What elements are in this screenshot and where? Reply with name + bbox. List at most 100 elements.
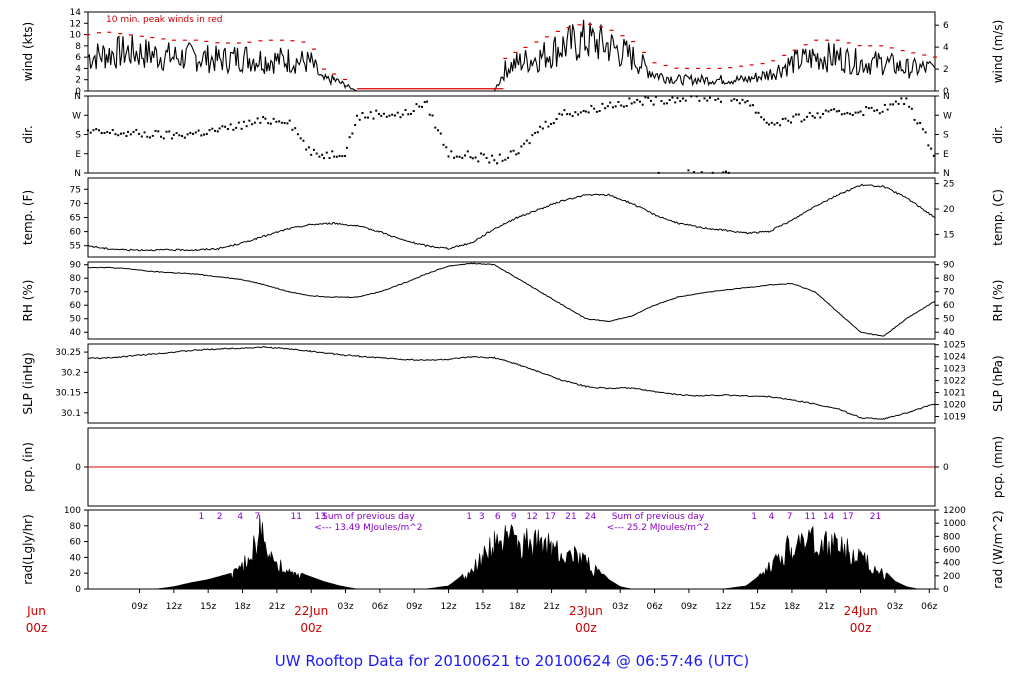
time-tick-label: 15z (475, 602, 491, 612)
wind-direction-point (735, 99, 738, 102)
wind-direction-point (469, 156, 472, 159)
ytick-label-left-rh: 40 (70, 328, 82, 338)
wind-direction-point (275, 120, 278, 123)
ylabel-right-temp: temp. (C) (991, 189, 1005, 246)
wind-direction-point (480, 152, 483, 155)
wind-direction-point (382, 112, 385, 115)
wind-direction-point (541, 127, 544, 130)
wind-direction-point (614, 105, 617, 108)
wind-direction-point (375, 109, 378, 112)
ytick-label-left-rad: 20 (70, 569, 82, 579)
wind-direction-point (857, 111, 860, 114)
wind-direction-point (684, 99, 687, 102)
wind-direction-point (504, 158, 507, 161)
wind-direction-point (883, 103, 886, 106)
ytick-label-right-rh: 80 (943, 274, 955, 284)
time-tick-label: 18z (784, 602, 800, 612)
wind-direction-point (822, 112, 825, 115)
ytick-label-right-wind: 0 (943, 87, 949, 97)
wind-direction-point (428, 113, 431, 116)
wind-direction-point (595, 110, 598, 113)
wind-direction-point (138, 132, 141, 135)
wind-direction-point (200, 134, 203, 137)
rad-hour-label: 12 (526, 512, 537, 522)
rad-hour-label: 13 (315, 512, 326, 522)
wind-direction-point (361, 112, 364, 115)
wind-direction-point (288, 119, 291, 122)
wind-direction-point (665, 102, 668, 105)
ytick-label-right-slp: 1024 (943, 353, 966, 363)
series-line-slp (87, 346, 936, 420)
wind-direction-point (407, 113, 410, 116)
wind-direction-point (722, 171, 725, 174)
wind-direction-point (604, 107, 607, 110)
wind-direction-point (770, 121, 773, 124)
wind-direction-point (399, 116, 402, 119)
wind-direction-point (186, 133, 189, 136)
wind-direction-point (905, 97, 908, 100)
ylabel-left-slp: SLP (inHg) (21, 352, 35, 414)
wind-direction-point (754, 111, 757, 114)
time-tick-label: 12z (166, 602, 182, 612)
wind-direction-point (593, 107, 596, 110)
wind-direction-point (865, 106, 868, 109)
wind-direction-point (566, 113, 569, 116)
wind-direction-point (321, 153, 324, 156)
wind-direction-point (345, 146, 348, 149)
rad-hour-label: 2 (217, 512, 223, 522)
wind-direction-point (143, 131, 146, 134)
wind-direction-point (647, 96, 650, 99)
ytick-label-right-rh: 50 (943, 315, 955, 325)
rad-sum-label: Sum of previous day (322, 512, 415, 522)
wind-direction-point (245, 125, 248, 128)
chart-title: UW Rooftop Data for 20100621 to 20100624… (275, 652, 749, 670)
wind-direction-point (584, 110, 587, 113)
wind-direction-point (924, 131, 927, 134)
wind-direction-point (797, 113, 800, 116)
wind-direction-point (854, 111, 857, 114)
wind-direction-point (286, 122, 289, 125)
wind-direction-point (418, 105, 421, 108)
wind-direction-point (512, 149, 515, 152)
wind-direction-point (671, 96, 674, 99)
series-line-rh (88, 262, 936, 337)
time-tick-label: 03z (337, 602, 353, 612)
wind-direction-point (229, 123, 232, 126)
day-label-sub: 00z (26, 621, 48, 635)
wind-direction-point (278, 120, 281, 123)
wind-direction-point (269, 122, 272, 125)
ytick-label-left-dir: N (74, 169, 81, 179)
day-label: Jun (26, 604, 46, 618)
wind-direction-point (132, 130, 135, 133)
wind-direction-point (867, 107, 870, 110)
ytick-label-left-wind: 14 (70, 8, 82, 18)
ytick-label-right-temp: 15 (943, 230, 954, 240)
ytick-label-right-rh: 40 (943, 328, 955, 338)
wind-direction-point (690, 95, 693, 98)
wind-direction-point (226, 127, 229, 130)
wind-direction-point (609, 101, 612, 104)
wind-direction-point (146, 135, 149, 138)
ytick-label-left-rh: 50 (70, 315, 82, 325)
ytick-label-right-dir: E (943, 150, 949, 160)
day-label: 23Jun (569, 604, 603, 618)
wind-direction-point (434, 126, 437, 129)
wind-direction-point (216, 130, 219, 133)
wind-direction-point (237, 121, 240, 124)
wind-direction-point (625, 104, 628, 107)
ytick-label-left-slp: 30.2 (61, 368, 81, 378)
wind-direction-point (919, 121, 922, 124)
wind-direction-point (242, 120, 245, 123)
wind-direction-point (590, 104, 593, 107)
wind-direction-point (106, 130, 109, 133)
wind-direction-point (617, 100, 620, 103)
rad-hour-label: 17 (842, 512, 853, 522)
wind-direction-point (415, 103, 418, 106)
wind-direction-point (377, 112, 380, 115)
wind-direction-point (878, 112, 881, 115)
wind-direction-point (568, 113, 571, 116)
rad-sum-label: Sum of previous day (612, 512, 705, 522)
rad-hour-label: 11 (291, 512, 302, 522)
wind-direction-point (561, 113, 564, 116)
wind-direction-point (100, 132, 103, 135)
